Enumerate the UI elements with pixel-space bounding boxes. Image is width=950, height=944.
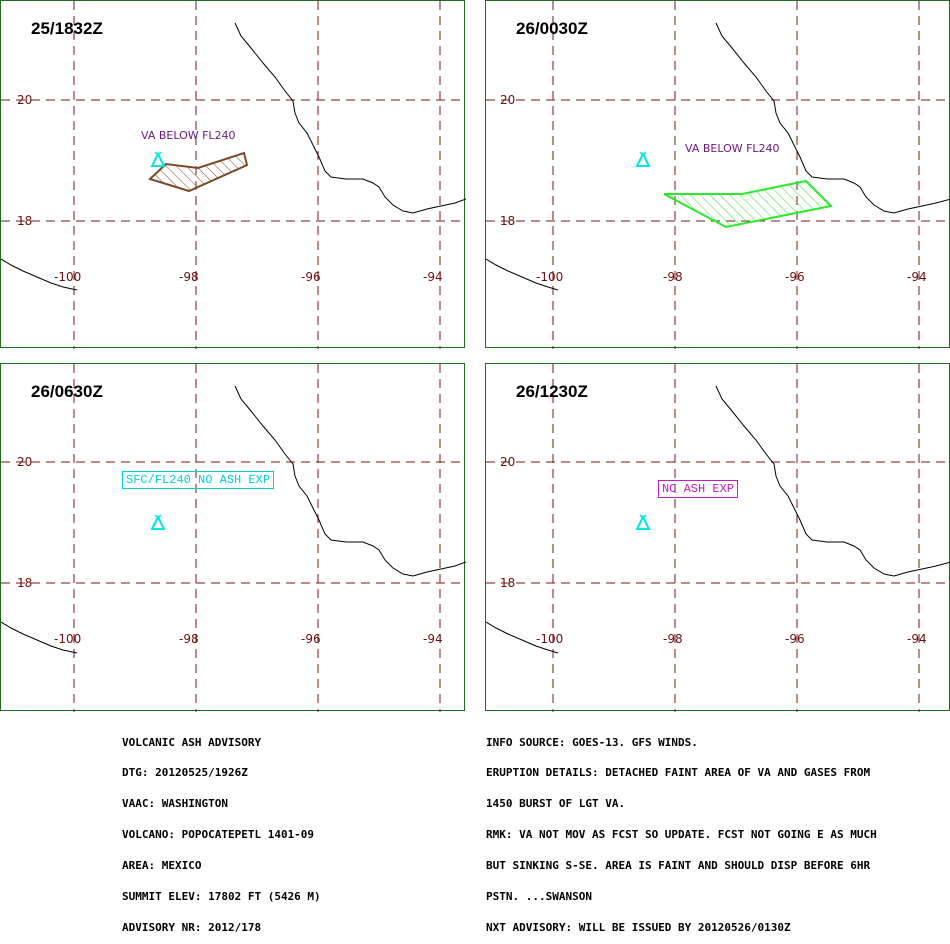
coastline <box>234 385 466 577</box>
map-canvas: 20 18 -100 -98 -96 -94 VA BELOW FL240 <box>1 1 466 349</box>
lon-label: -94 <box>423 632 443 646</box>
panel-time-title: 25/1832Z <box>31 19 103 38</box>
lon-label: -100 <box>536 270 563 284</box>
advisory-line: AREA: MEXICO <box>122 859 202 873</box>
advisory-info-right: INFO SOURCE: GOES-13. GFS WINDS. ERUPTIO… <box>486 717 877 944</box>
lon-label: -94 <box>907 270 927 284</box>
lat-label: 20 <box>500 93 515 107</box>
lat-label: 20 <box>17 455 32 469</box>
lon-label: -96 <box>301 270 321 284</box>
volcano-icon <box>635 514 651 530</box>
advisory-line: BUT SINKING S-SE. AREA IS FAINT AND SHOU… <box>486 859 871 873</box>
lat-label: 18 <box>500 214 515 228</box>
lon-label: -96 <box>785 632 805 646</box>
lon-label: -98 <box>663 632 683 646</box>
ash-polygon <box>663 179 834 229</box>
lon-label: -94 <box>907 632 927 646</box>
coastline <box>486 621 559 654</box>
advisory-line: SUMMIT ELEV: 17802 FT (5426 M) <box>122 890 321 904</box>
advisory-line: VOLCANIC ASH ADVISORY <box>122 735 262 749</box>
lon-label: -98 <box>179 632 199 646</box>
lon-label: -100 <box>54 270 81 284</box>
lon-label: -96 <box>301 632 321 646</box>
lat-label: 18 <box>500 576 515 590</box>
advisory-line: RMK: VA NOT MOV AS FCST SO UPDATE. FCST … <box>486 828 877 842</box>
lon-label: -98 <box>663 270 683 284</box>
volcano-icon <box>150 514 166 530</box>
advisory-line: PSTN. ...SWANSON <box>486 890 592 904</box>
lon-label: -100 <box>536 632 563 646</box>
lat-label: 20 <box>500 455 515 469</box>
advisory-line: 1450 BURST OF LGT VA. <box>486 797 626 811</box>
lon-label: -96 <box>785 270 805 284</box>
lat-label: 20 <box>17 93 32 107</box>
coastline <box>234 22 466 214</box>
panel-time-title: 26/0030Z <box>516 19 588 38</box>
lat-label: 18 <box>17 214 32 228</box>
panel-time-title: 26/0630Z <box>31 382 103 401</box>
advisory-line: DTG: 20120525/1926Z <box>122 766 248 780</box>
coastline <box>715 22 950 214</box>
ash-polygon <box>148 151 249 193</box>
advisory-info-left: VOLCANIC ASH ADVISORY DTG: 20120525/1926… <box>122 717 321 944</box>
map-panel-4: 20 18 -100 -98 -96 -94 26/1230Z NO ASH E… <box>485 363 950 712</box>
coastline <box>486 258 559 291</box>
no-ash-box: NO ASH EXP <box>658 480 739 498</box>
coastline <box>715 385 950 577</box>
panel-time-title: 26/1230Z <box>516 382 588 401</box>
advisory-line: ERUPTION DETAILS: DETACHED FAINT AREA OF… <box>486 766 871 780</box>
map-panel-2: 20 18 -100 -98 -96 -94 VA BELOW FL240 26… <box>485 0 950 349</box>
advisory-line: VAAC: WASHINGTON <box>122 797 228 811</box>
volcano-icon <box>635 151 651 167</box>
no-ash-box: SFC/FL240 NO ASH EXP <box>122 471 275 489</box>
coastline <box>1 258 78 291</box>
lon-label: -94 <box>423 270 443 284</box>
ash-note: VA BELOW FL240 <box>141 129 236 142</box>
map-canvas: 20 18 -100 -98 -96 -94 VA BELOW FL240 <box>486 1 950 349</box>
coastline <box>1 621 78 654</box>
advisory-line: ADVISORY NR: 2012/178 <box>122 920 262 934</box>
map-panel-1: 20 18 -100 -98 -96 -94 VA BELOW FL240 25… <box>0 0 466 349</box>
lon-label: -100 <box>54 632 81 646</box>
volcano-icon <box>150 151 166 167</box>
advisory-line: VOLCANO: POPOCATEPETL 1401-09 <box>122 828 315 842</box>
map-canvas: 20 18 -100 -98 -96 -94 <box>486 364 950 712</box>
advisory-line: NXT ADVISORY: WILL BE ISSUED BY 20120526… <box>486 920 791 934</box>
advisory-line: INFO SOURCE: GOES-13. GFS WINDS. <box>486 735 698 749</box>
lon-label: -98 <box>179 270 199 284</box>
map-panel-3: 20 18 -100 -98 -96 -94 26/0630Z SFC/FL24… <box>0 363 466 712</box>
map-canvas: 20 18 -100 -98 -96 -94 <box>1 364 466 712</box>
ash-note: VA BELOW FL240 <box>685 142 780 155</box>
lat-label: 18 <box>17 576 32 590</box>
